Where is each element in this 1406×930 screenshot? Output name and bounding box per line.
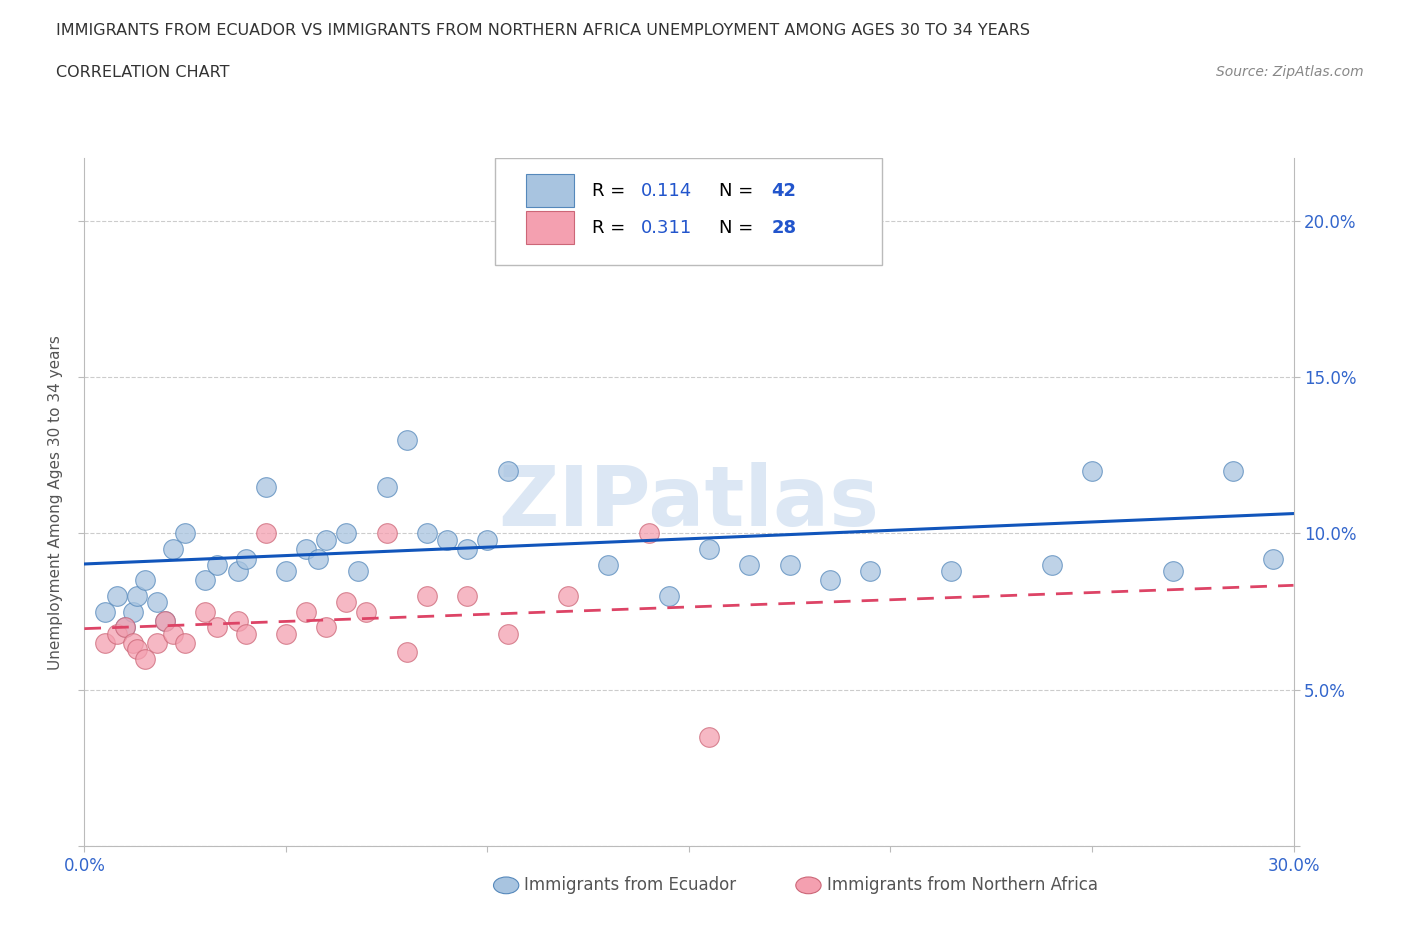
Point <box>226 564 249 578</box>
Text: CORRELATION CHART: CORRELATION CHART <box>56 65 229 80</box>
Point <box>738 557 761 572</box>
Point <box>496 626 519 641</box>
Point <box>295 604 318 619</box>
Point <box>356 604 378 619</box>
Point <box>1081 463 1104 478</box>
Point <box>226 614 249 629</box>
Point <box>859 564 882 578</box>
Text: 0.114: 0.114 <box>641 182 692 200</box>
Point <box>456 541 478 556</box>
FancyBboxPatch shape <box>526 174 574 207</box>
Point <box>295 541 318 556</box>
Point <box>174 526 197 541</box>
Point <box>274 626 297 641</box>
Point <box>658 589 681 604</box>
FancyBboxPatch shape <box>495 158 883 265</box>
Point <box>105 589 128 604</box>
Point <box>477 532 499 547</box>
Point <box>335 595 357 610</box>
Point <box>315 532 337 547</box>
Point <box>207 620 229 635</box>
Point <box>1263 551 1285 566</box>
Text: 28: 28 <box>770 219 796 237</box>
Point <box>1161 564 1184 578</box>
Point <box>375 526 398 541</box>
Point <box>105 626 128 641</box>
Point <box>939 564 962 578</box>
Point <box>537 213 560 228</box>
Point <box>194 604 217 619</box>
Point <box>818 573 841 588</box>
Point <box>1040 557 1063 572</box>
Point <box>697 729 720 744</box>
Point <box>436 532 458 547</box>
Point <box>114 620 136 635</box>
Point <box>254 479 277 494</box>
Point <box>335 526 357 541</box>
Text: 42: 42 <box>770 182 796 200</box>
Point <box>162 541 184 556</box>
Point <box>121 604 143 619</box>
Text: R =: R = <box>592 219 631 237</box>
Text: N =: N = <box>720 219 759 237</box>
Point <box>146 635 169 650</box>
Point <box>307 551 329 566</box>
Point <box>779 557 801 572</box>
Point <box>235 551 257 566</box>
Point <box>93 635 115 650</box>
Text: Immigrants from Northern Africa: Immigrants from Northern Africa <box>827 876 1098 895</box>
Point <box>174 635 197 650</box>
Point <box>194 573 217 588</box>
Point <box>134 651 156 666</box>
Point <box>598 557 620 572</box>
Point <box>153 614 176 629</box>
Point <box>456 589 478 604</box>
Point <box>146 595 169 610</box>
Point <box>375 479 398 494</box>
Point <box>416 589 439 604</box>
Text: Source: ZipAtlas.com: Source: ZipAtlas.com <box>1216 65 1364 79</box>
Point <box>153 614 176 629</box>
Point <box>93 604 115 619</box>
Text: ZIPatlas: ZIPatlas <box>499 461 879 543</box>
Text: Immigrants from Ecuador: Immigrants from Ecuador <box>524 876 737 895</box>
Point <box>134 573 156 588</box>
Point <box>347 564 370 578</box>
Point <box>274 564 297 578</box>
FancyBboxPatch shape <box>526 211 574 245</box>
Point <box>395 644 418 659</box>
Text: R =: R = <box>592 182 631 200</box>
Point <box>207 557 229 572</box>
Point <box>235 626 257 641</box>
Point <box>162 626 184 641</box>
Point <box>637 526 659 541</box>
Point <box>697 541 720 556</box>
Point <box>557 589 579 604</box>
Text: IMMIGRANTS FROM ECUADOR VS IMMIGRANTS FROM NORTHERN AFRICA UNEMPLOYMENT AMONG AG: IMMIGRANTS FROM ECUADOR VS IMMIGRANTS FR… <box>56 23 1031 38</box>
Point <box>125 589 148 604</box>
Point <box>125 642 148 657</box>
Y-axis label: Unemployment Among Ages 30 to 34 years: Unemployment Among Ages 30 to 34 years <box>48 335 63 670</box>
Point <box>114 620 136 635</box>
Point <box>1222 463 1244 478</box>
Point <box>416 526 439 541</box>
Point <box>496 463 519 478</box>
Point <box>121 635 143 650</box>
Point <box>315 620 337 635</box>
Point <box>254 526 277 541</box>
Text: N =: N = <box>720 182 759 200</box>
Text: 0.311: 0.311 <box>641 219 692 237</box>
Point <box>395 432 418 447</box>
